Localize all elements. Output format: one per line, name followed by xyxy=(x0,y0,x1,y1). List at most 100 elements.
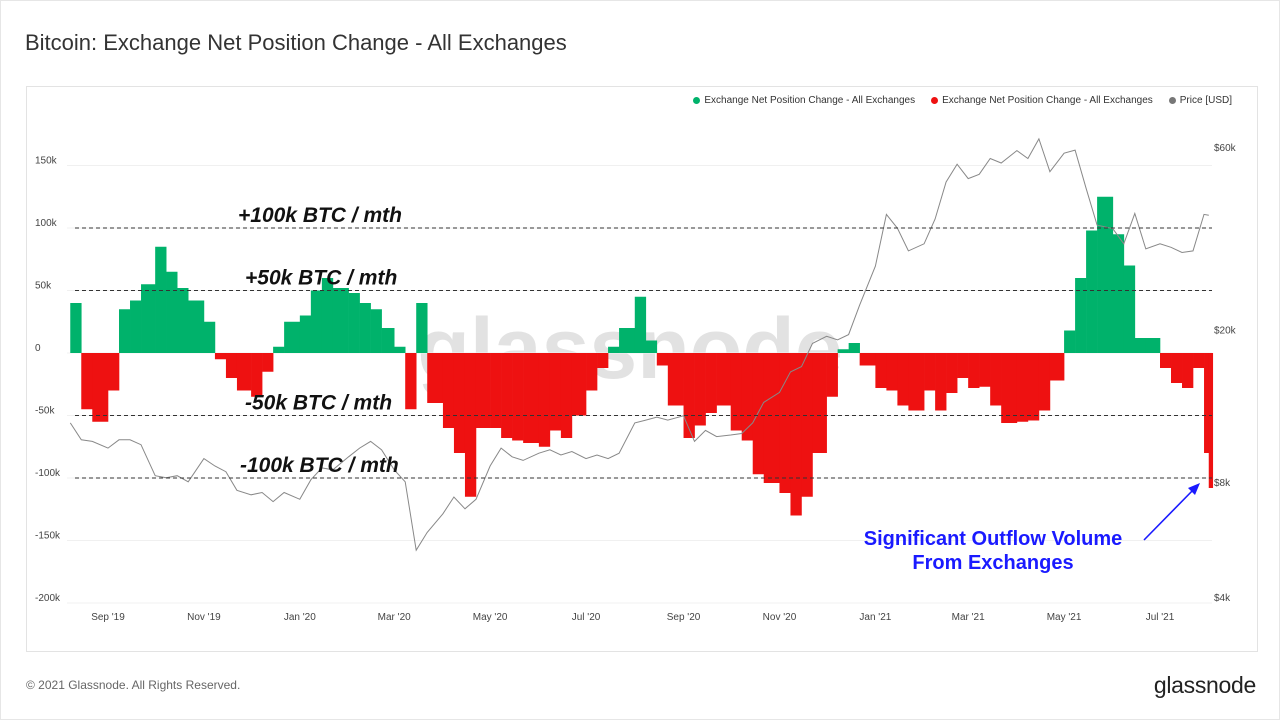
bar-outflow xyxy=(1049,353,1065,381)
bar-inflow xyxy=(348,293,360,353)
bar-inflow xyxy=(130,300,142,353)
bar-outflow xyxy=(667,353,684,406)
bar-inflow xyxy=(848,343,860,353)
legend-item-price[interactable]: Price [USD] xyxy=(1168,95,1232,106)
page-title: Bitcoin: Exchange Net Position Change - … xyxy=(25,30,567,55)
bar-inflow xyxy=(141,284,156,353)
bar-outflow xyxy=(1001,353,1018,423)
legend-label: Exchange Net Position Change - All Excha… xyxy=(942,95,1153,106)
bar-inflow xyxy=(1134,338,1147,353)
x-tick-label: Sep '20 xyxy=(667,612,701,623)
arrow-head-icon xyxy=(1188,483,1200,495)
bar-outflow xyxy=(779,353,791,493)
reference-line-label: +50k BTC / mth xyxy=(245,267,397,290)
bar-outflow xyxy=(683,353,695,438)
bar-inflow xyxy=(370,309,382,353)
bar-outflow xyxy=(741,353,754,441)
bar-outflow xyxy=(886,353,898,391)
annotation-line-2: From Exchanges xyxy=(912,552,1073,574)
bar-inflow xyxy=(1123,265,1136,353)
bar-outflow xyxy=(1027,353,1040,421)
bar-outflow xyxy=(694,353,706,426)
bar-outflow xyxy=(586,353,598,391)
bar-inflow xyxy=(837,349,849,353)
y-left-tick-label: -100k xyxy=(35,468,61,479)
bar-outflow xyxy=(801,353,813,497)
bar-outflow xyxy=(571,353,587,416)
gray-dot-icon xyxy=(1168,97,1176,104)
reference-line-label: +100k BTC / mth xyxy=(238,204,402,227)
bar-outflow xyxy=(225,353,238,378)
bar-outflow xyxy=(490,353,502,428)
bar-outflow xyxy=(236,353,252,391)
legend-item-negative[interactable]: Exchange Net Position Change - All Excha… xyxy=(931,95,1153,106)
bar-inflow xyxy=(70,303,82,353)
bar-outflow xyxy=(453,353,466,453)
bar-outflow xyxy=(1016,353,1029,422)
bar-outflow xyxy=(262,353,274,372)
annotation: Significant Outflow Volume From Exchange… xyxy=(864,483,1200,574)
bar-inflow xyxy=(177,288,189,353)
x-tick-label: Jan '21 xyxy=(859,612,891,623)
x-tick-label: Mar '20 xyxy=(378,612,411,623)
annotation-line-1: Significant Outflow Volume xyxy=(864,528,1123,550)
reference-line-label: -50k BTC / mth xyxy=(245,392,392,415)
x-tick-label: Jul '21 xyxy=(1146,612,1175,623)
bar-inflow xyxy=(119,309,131,353)
y-right-tick-label: $20k xyxy=(1214,326,1237,337)
bar-outflow xyxy=(1038,353,1051,411)
bar-inflow xyxy=(619,328,636,353)
bar-outflow xyxy=(549,353,562,431)
bar-inflow xyxy=(273,346,285,353)
bar-outflow xyxy=(214,353,227,360)
legend-item-positive[interactable]: Exchange Net Position Change - All Excha… xyxy=(693,95,915,106)
bar-inflow xyxy=(1086,230,1098,353)
bar-inflow xyxy=(416,303,428,353)
bar-outflow xyxy=(924,353,936,391)
bar-outflow xyxy=(826,353,838,397)
bar-outflow xyxy=(1182,353,1194,388)
bar-outflow xyxy=(763,353,780,483)
bar-outflow xyxy=(475,353,491,428)
bar-inflow xyxy=(310,290,323,353)
bar-outflow xyxy=(946,353,958,393)
x-tick-label: May '20 xyxy=(473,612,508,623)
y-left-tick-label: -200k xyxy=(35,593,61,604)
bar-outflow xyxy=(935,353,947,411)
bar-outflow xyxy=(730,353,743,431)
bar-inflow xyxy=(321,278,334,353)
annotation-arrow xyxy=(1143,486,1197,541)
bar-outflow xyxy=(81,353,93,410)
bar-outflow xyxy=(597,353,609,368)
y-left-tick-label: -150k xyxy=(35,531,61,542)
bar-outflow xyxy=(92,353,109,422)
y-left-tick-label: 50k xyxy=(35,281,52,292)
bar-inflow xyxy=(299,315,312,353)
bar-inflow xyxy=(359,303,371,353)
bar-outflow xyxy=(1193,353,1205,368)
bar-outflow xyxy=(538,353,551,447)
y-left-tick-label: 100k xyxy=(35,218,58,229)
red-dot-icon xyxy=(931,97,939,104)
bar-outflow xyxy=(523,353,540,443)
bar-inflow xyxy=(332,288,349,353)
bar-inflow xyxy=(166,271,178,353)
bar-outflow xyxy=(656,353,669,366)
bar-inflow xyxy=(188,300,205,353)
x-tick-label: Mar '21 xyxy=(952,612,985,623)
bar-inflow xyxy=(155,246,167,353)
bar-outflow xyxy=(1160,353,1172,368)
bar-outflow xyxy=(990,353,1002,406)
y-left-tick-label: 0 xyxy=(35,343,41,354)
bar-outflow xyxy=(716,353,732,406)
x-tick-label: Nov '20 xyxy=(763,612,797,623)
bar-outflow xyxy=(251,353,263,397)
bar-inflow xyxy=(608,346,620,353)
x-tick-label: May '21 xyxy=(1047,612,1082,623)
reference-line-label: -100k BTC / mth xyxy=(240,454,399,477)
green-dot-icon xyxy=(693,97,701,104)
bar-inflow xyxy=(634,296,647,353)
bar-outflow xyxy=(859,353,876,366)
bar-outflow xyxy=(560,353,573,438)
